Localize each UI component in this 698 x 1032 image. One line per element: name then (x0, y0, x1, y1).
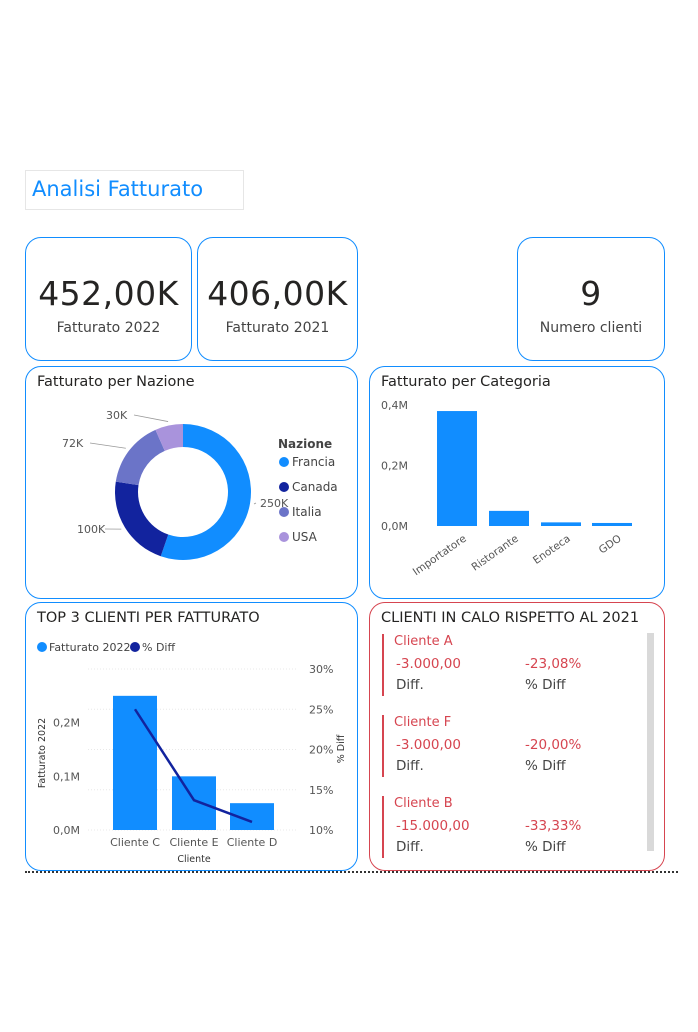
cliente-name: Cliente A (394, 634, 453, 649)
x-tick-label: Importatore (411, 533, 469, 579)
cliente-card[interactable]: Cliente F -3.000,00 -20,00% Diff. % Diff (382, 715, 644, 777)
y-tick-label: 0,0M (381, 520, 408, 533)
top3-combo-chart: Fatturato 2022 % Diff 0,0M 0,1M 0,2M 10% 15% 20… (37, 641, 347, 865)
diff-label: Diff. (396, 677, 424, 693)
legend-marker (279, 482, 289, 492)
x-axis-title: Cliente (177, 854, 211, 865)
x-tick-label: GDO (597, 533, 624, 557)
legend-marker (279, 507, 289, 517)
cliente-diff-value: -3.000,00 (396, 737, 461, 753)
cliente-pct-value: -33,33% (525, 818, 582, 834)
kpi-value: 9 (580, 274, 602, 313)
x-tick-label: Cliente E (169, 836, 218, 849)
leader-line (133, 414, 169, 422)
donut-slice-italia[interactable] (115, 429, 165, 486)
report-title-box: Analisi Fatturato (25, 170, 244, 210)
card-title: CLIENTI IN CALO RISPETTO AL 2021 (381, 610, 640, 626)
legend-marker (130, 642, 140, 652)
card-clienti-in-calo[interactable]: CLIENTI IN CALO RISPETTO AL 2021 Cliente… (369, 602, 665, 871)
chart-title: TOP 3 CLIENTI PER FATTURATO (37, 610, 260, 626)
kpi-card-numero-clienti[interactable]: 9 Numero clienti (517, 237, 665, 361)
page-divider (25, 871, 678, 873)
legend-item[interactable]: % Diff (142, 641, 175, 654)
line-series-pct-diff[interactable] (133, 708, 253, 824)
y2-axis-title: % Diff (336, 734, 347, 763)
bar-importatore[interactable] (437, 411, 477, 526)
legend-item-canada[interactable]: Canada (292, 480, 338, 494)
cliente-card[interactable]: Cliente B -15.000,00 -33,33% Diff. % Diff (382, 796, 644, 858)
pct-label: % Diff (525, 677, 566, 693)
legend-item[interactable]: Fatturato 2022 (49, 641, 130, 654)
bar-cliente-c[interactable] (113, 695, 157, 830)
cliente-name: Cliente F (394, 715, 452, 730)
legend-item-francia[interactable]: Francia (292, 455, 335, 469)
chart-title: Fatturato per Categoria (381, 374, 551, 390)
donut-chart: Nazione 250K 100K 72K 30K Francia Canada Itali… (62, 409, 338, 560)
donut-slice-canada[interactable] (114, 481, 169, 557)
kpi-label: Fatturato 2021 (225, 320, 330, 336)
donut-data-label: 250K (260, 497, 289, 510)
donut-card-nazione[interactable]: Fatturato per Nazione Nazione 250K 100K 72… (25, 366, 358, 599)
legend-item-usa[interactable]: USA (292, 530, 318, 544)
category-bar-chart: 0,0M 0,2M 0,4M Importatore Ristorante Enoteca… (381, 399, 632, 579)
donut-data-label: 30K (106, 409, 128, 422)
x-tick-label: Ristorante (469, 533, 520, 574)
x-tick-label: Cliente D (227, 836, 278, 849)
legend-title: Nazione (278, 437, 332, 451)
y-tick-label: 0,0M (53, 824, 80, 837)
y2-tick-label: 10% (309, 824, 333, 837)
bar-enoteca[interactable] (541, 522, 581, 526)
x-tick-label: Enoteca (531, 533, 573, 567)
y2-tick-label: 20% (309, 744, 333, 757)
cliente-pct-value: -20,00% (525, 737, 582, 753)
kpi-card-fatturato-2022[interactable]: 452,00K Fatturato 2022 (25, 237, 192, 361)
cliente-card[interactable]: Cliente A -3.000,00 -23,08% Diff. % Diff (382, 634, 644, 696)
cliente-name: Cliente B (394, 796, 453, 811)
donut-slice-francia[interactable] (160, 424, 251, 560)
y2-tick-label: 25% (309, 703, 333, 716)
cliente-diff-value: -3.000,00 (396, 656, 461, 672)
y-tick-label: 0,4M (381, 399, 408, 412)
kpi-value: 406,00K (207, 274, 348, 313)
kpi-label: Fatturato 2022 (56, 320, 161, 336)
x-tick-label: Cliente C (110, 836, 160, 849)
bar-cliente-e[interactable] (172, 776, 216, 830)
report-title: Analisi Fatturato (32, 177, 204, 201)
y-tick-label: 0,1M (53, 770, 80, 783)
donut-data-label: 72K (62, 437, 84, 450)
combo-card-top3[interactable]: TOP 3 CLIENTI PER FATTURATO Fatturato 20… (25, 602, 358, 871)
legend-marker (37, 642, 47, 652)
pct-label: % Diff (525, 758, 566, 774)
chart-title: Fatturato per Nazione (37, 374, 195, 390)
y-tick-label: 0,2M (381, 460, 408, 473)
bar-gdo[interactable] (592, 522, 632, 526)
diff-label: Diff. (396, 839, 424, 855)
bar-ristorante[interactable] (489, 510, 529, 526)
kpi-card-fatturato-2021[interactable]: 406,00K Fatturato 2021 (197, 237, 358, 361)
y-axis-title: Fatturato 2022 (37, 718, 48, 788)
donut-data-label: 100K (77, 523, 106, 536)
leader-line (89, 442, 126, 449)
legend-marker (279, 457, 289, 467)
kpi-value: 452,00K (38, 274, 179, 313)
legend-marker (279, 532, 289, 542)
cliente-pct-value: -23,08% (525, 656, 582, 672)
y-tick-label: 0,2M (53, 717, 80, 730)
bar-card-categoria[interactable]: Fatturato per Categoria 0,0M 0,2M 0,4M Impo… (369, 366, 665, 599)
y2-tick-label: 15% (309, 784, 333, 797)
legend-item-italia[interactable]: Italia (292, 505, 322, 519)
pct-label: % Diff (525, 839, 566, 855)
y2-tick-label: 30% (309, 663, 333, 676)
donut-slice-usa[interactable] (155, 424, 183, 451)
leader-line (253, 502, 257, 505)
diff-label: Diff. (396, 758, 424, 774)
kpi-label: Numero clienti (539, 320, 643, 336)
cliente-diff-value: -15.000,00 (396, 818, 470, 834)
scrollbar[interactable] (647, 633, 654, 851)
